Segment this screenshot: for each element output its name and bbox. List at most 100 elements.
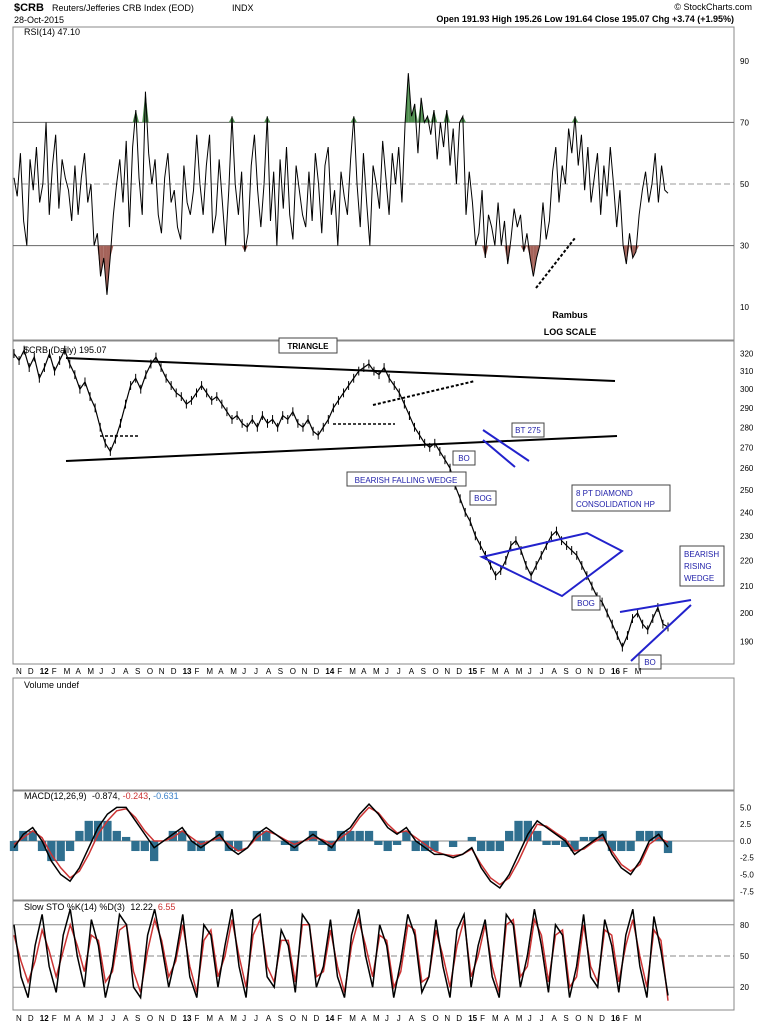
- x-tick-label: F: [52, 667, 57, 676]
- dotted-trend-line: [372, 380, 476, 406]
- rising-wedge-label-3: WEDGE: [684, 574, 714, 583]
- x-tick-label: S: [421, 1014, 426, 1023]
- x-axis-top: N D 12 F M A M J J A S O N D 13 F M A M J J A S O N D 14 F M A M J J A S O N…: [16, 667, 642, 676]
- rsi-tick-label: 30: [740, 242, 749, 251]
- x-tick-label: A: [218, 667, 224, 676]
- x-tick-label: M: [635, 667, 642, 676]
- rising-wedge-callout: BEARISH RISING WEDGE: [679, 545, 725, 587]
- macd-histogram-bar: [495, 840, 504, 852]
- price-tick-label: 220: [740, 556, 754, 565]
- price-tick-label: 260: [740, 464, 754, 473]
- rsi-overbought-fill: [232, 116, 236, 123]
- bog-label-1: BOG: [474, 494, 492, 503]
- macd-histogram-bar: [551, 840, 561, 845]
- exchange-label: INDX: [232, 3, 254, 13]
- x-tick-label: M: [492, 667, 499, 676]
- macd-histogram-bar: [280, 840, 290, 845]
- macd-histogram-bar: [103, 820, 112, 841]
- x-tick-label: J: [385, 1014, 389, 1023]
- triangle-upper-line: [65, 357, 616, 382]
- macd-histogram-bar: [430, 840, 439, 852]
- x-tick-label: A: [552, 1014, 558, 1023]
- x-tick-label: M: [206, 1014, 213, 1023]
- x-tick-label: A: [266, 1014, 272, 1023]
- macd-histogram-bar: [196, 840, 206, 852]
- sto-panel: Slow STO %K(14) %D(3) 12.22, 6.55 20 50 80: [12, 900, 749, 1011]
- rsi-overbought-fill: [267, 116, 271, 123]
- macd-histogram-bar: [383, 840, 392, 852]
- macd-histogram-bar: [149, 840, 159, 862]
- x-tick-label: D: [28, 667, 34, 676]
- x-tick-label: J: [111, 1014, 115, 1023]
- macd-histogram-bar: [75, 830, 84, 841]
- x-tick-label: J: [528, 1014, 532, 1023]
- x-tick-label: J: [528, 667, 532, 676]
- x-tick-label: N: [16, 667, 22, 676]
- macd-histogram-bar: [131, 840, 140, 852]
- sto-k-line: [13, 909, 669, 1000]
- macd-histogram-bar: [28, 830, 37, 841]
- x-tick-label: J: [242, 1014, 246, 1023]
- x-tick-label: A: [409, 1014, 415, 1023]
- macd-histogram-bar: [514, 820, 523, 841]
- macd-histogram-bar: [476, 840, 486, 852]
- macd-histogram-bar: [626, 840, 635, 852]
- rising-wedge-lower: [630, 604, 692, 662]
- macd-histogram-bar: [187, 840, 196, 852]
- volume-title: Volume undef: [24, 680, 80, 690]
- x-tick-label: O: [575, 667, 581, 676]
- bo-label-1: BO: [458, 454, 470, 463]
- macd-histogram-bar: [570, 840, 579, 852]
- x-tick-label: F: [52, 1014, 57, 1023]
- macd-histogram-bar: [308, 830, 318, 841]
- rising-wedge-label-2: RISING: [684, 562, 712, 571]
- x-tick-label: O: [575, 1014, 581, 1023]
- price-tick-label: 200: [740, 609, 754, 618]
- rambus-label: Rambus: [552, 310, 588, 320]
- falling-wedge-label: BEARISH FALLING WEDGE: [355, 476, 458, 485]
- price-tick-label: 280: [740, 423, 754, 432]
- macd-histogram-bar: [318, 840, 327, 845]
- x-tick-label: D: [599, 1014, 605, 1023]
- bo-label-2: BO: [644, 658, 656, 667]
- x-tick-label: F: [337, 1014, 342, 1023]
- macd-histogram-bar: [617, 840, 626, 852]
- price-tick-label: 320: [740, 350, 754, 359]
- x-tick-label: S: [421, 667, 426, 676]
- sto-k-value: 12.22: [130, 902, 153, 912]
- macd-line: [13, 802, 669, 889]
- x-tick-label: S: [278, 667, 283, 676]
- svg-text:MACD(12,26,9) -0.874,: MACD(12,26,9) -0.874, -0.243, -0.631: [24, 791, 179, 801]
- macd-histogram-bar: [579, 836, 589, 841]
- volume-panel: Volume undef: [12, 677, 735, 791]
- svg-text:Slow STO %K(14) %D(3) 12: Slow STO %K(14) %D(3) 12.22, 6.55: [24, 902, 175, 912]
- x-tick-label: J: [397, 1014, 401, 1023]
- macd-histogram-bar: [215, 830, 224, 841]
- macd-signal-line: [13, 806, 669, 886]
- rsi-tick-label: 90: [740, 57, 749, 66]
- macd-histogram-bar: [420, 840, 430, 852]
- rsi-overbought-fill: [264, 116, 268, 123]
- x-tick-label: A: [361, 667, 367, 676]
- x-tick-label: 15: [468, 1014, 477, 1023]
- x-axis-bottom: N D 12 F M A M J J A S O N D 13 F M A M J J A S O N D 14 F M A M J J A S O N…: [16, 1014, 642, 1023]
- x-tick-label: M: [516, 1014, 523, 1023]
- sto-tick-label: 20: [740, 983, 749, 992]
- rsi-oversold-fill: [632, 245, 636, 258]
- bog-callout-2: BOG: [571, 595, 601, 611]
- x-tick-label: M: [230, 1014, 237, 1023]
- macd-histogram-bar: [589, 836, 598, 841]
- macd-histogram-bar: [56, 840, 65, 862]
- x-tick-label: D: [28, 1014, 34, 1023]
- x-tick-label: M: [635, 1014, 642, 1023]
- macd-hist-value: -0.631: [153, 791, 179, 801]
- x-tick-label: M: [206, 667, 213, 676]
- x-tick-label: J: [397, 667, 401, 676]
- rsi-oversold-fill: [530, 245, 534, 277]
- x-tick-label: F: [337, 667, 342, 676]
- chart-header: $CRB Reuters/Jefferies CRB Index (EOD) I…: [14, 2, 752, 25]
- rsi-overbought-fill: [462, 116, 467, 123]
- triangle-callout: TRIANGLE: [278, 337, 338, 354]
- macd-histogram-bar: [355, 830, 364, 841]
